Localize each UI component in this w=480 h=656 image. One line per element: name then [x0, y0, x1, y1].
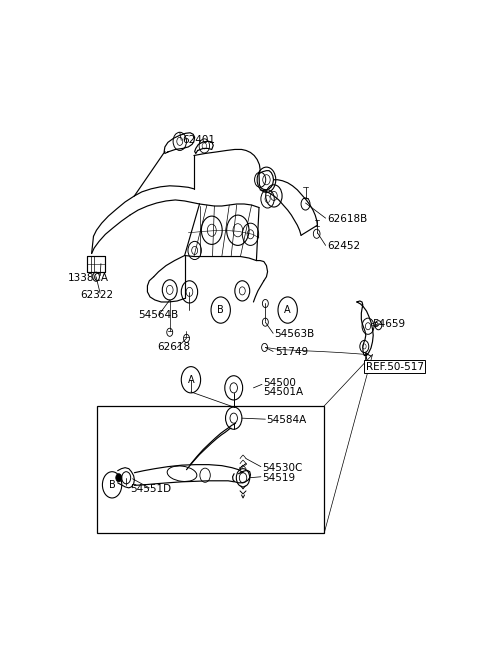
Text: 62618B: 62618B: [327, 214, 367, 224]
Text: 54551D: 54551D: [130, 484, 171, 494]
Text: 54501A: 54501A: [263, 387, 303, 397]
Text: A: A: [188, 375, 194, 385]
Text: 54500: 54500: [263, 378, 296, 388]
Text: 54519: 54519: [263, 473, 296, 483]
Text: A: A: [284, 305, 291, 315]
Text: 54564B: 54564B: [138, 310, 179, 320]
Text: REF.50-517: REF.50-517: [366, 361, 424, 372]
Text: B: B: [108, 480, 116, 490]
Text: 62452: 62452: [327, 241, 360, 251]
Text: 54530C: 54530C: [263, 462, 303, 473]
Text: 62401: 62401: [182, 135, 215, 146]
Text: 62618: 62618: [157, 342, 191, 352]
Bar: [97, 406, 324, 533]
Text: 51749: 51749: [275, 348, 308, 358]
Text: 54659: 54659: [372, 319, 406, 329]
Circle shape: [116, 474, 122, 482]
Text: B: B: [217, 305, 224, 315]
Text: 54584A: 54584A: [266, 415, 306, 425]
Text: 62322: 62322: [81, 290, 114, 300]
Text: 1338CA: 1338CA: [68, 273, 109, 283]
Text: 54563B: 54563B: [274, 329, 314, 339]
